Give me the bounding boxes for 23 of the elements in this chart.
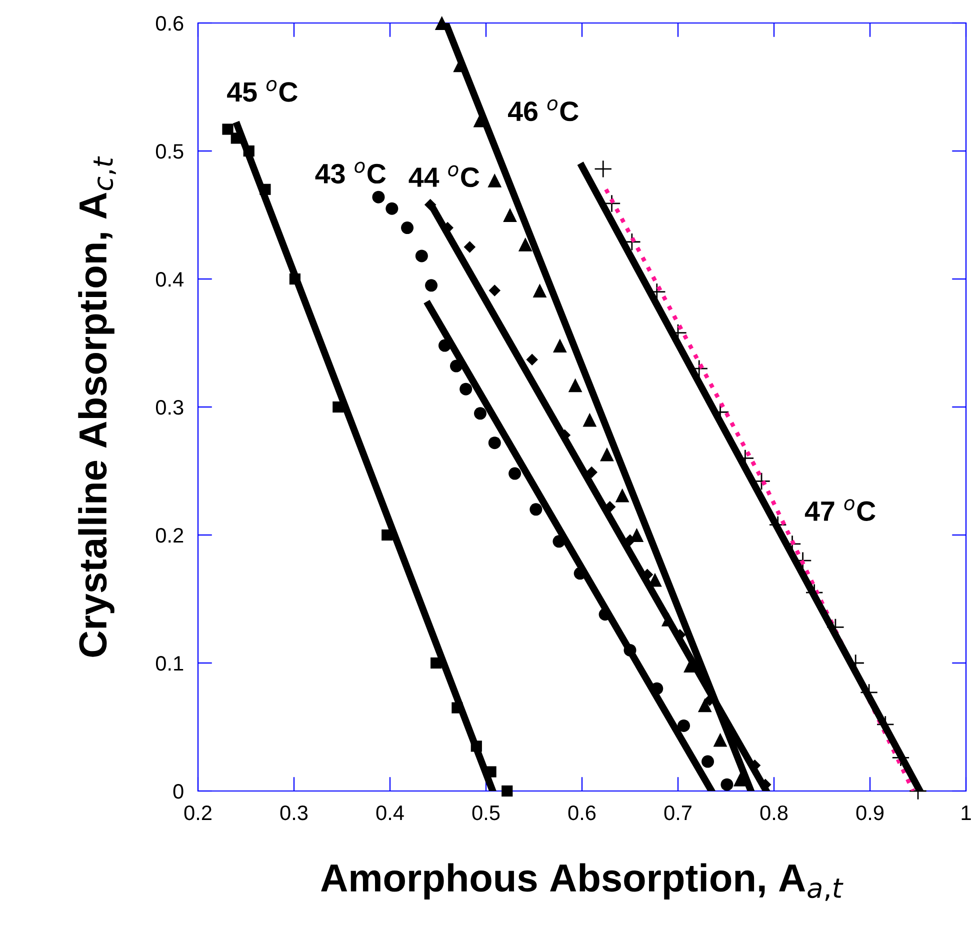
series-label: 46 $^{o}$C — [508, 99, 578, 122]
y-tick-label: 0.5 — [156, 144, 184, 159]
series-label: 44 $^{o}$C — [408, 165, 480, 188]
y-axis-title: Crystalline Absorption, A$_{c,t}$ — [78, 156, 116, 657]
y-tick-label: 0 — [173, 784, 184, 799]
x-tick-label: 0.3 — [280, 805, 308, 820]
series-label: 43 $^{o}$C — [315, 162, 386, 184]
y-tick-label: 0.1 — [156, 656, 184, 671]
x-tick-label: 1 — [962, 806, 971, 820]
series-label: 45 $^{o}$C — [227, 80, 298, 102]
y-tick-label: 0.3 — [156, 400, 184, 415]
y-tick-label: 0.6 — [156, 16, 184, 31]
x-tick-label: 0.6 — [568, 805, 596, 820]
y-tick-label: 0.4 — [156, 272, 184, 287]
x-tick-label: 0.7 — [664, 805, 692, 820]
x-tick-label: 0.4 — [376, 805, 404, 820]
x-axis-title: Amorphous Absorption, A$_{a,t}$ — [321, 863, 844, 901]
x-tick-label: 0.8 — [760, 805, 788, 820]
x-tick-label: 0.5 — [472, 805, 500, 820]
series-label: 47 $^{o}$C — [804, 499, 876, 521]
x-tick-label: 0.2 — [184, 805, 212, 820]
y-tick-label: 0.2 — [156, 528, 184, 543]
x-tick-label: 0.9 — [856, 805, 884, 820]
